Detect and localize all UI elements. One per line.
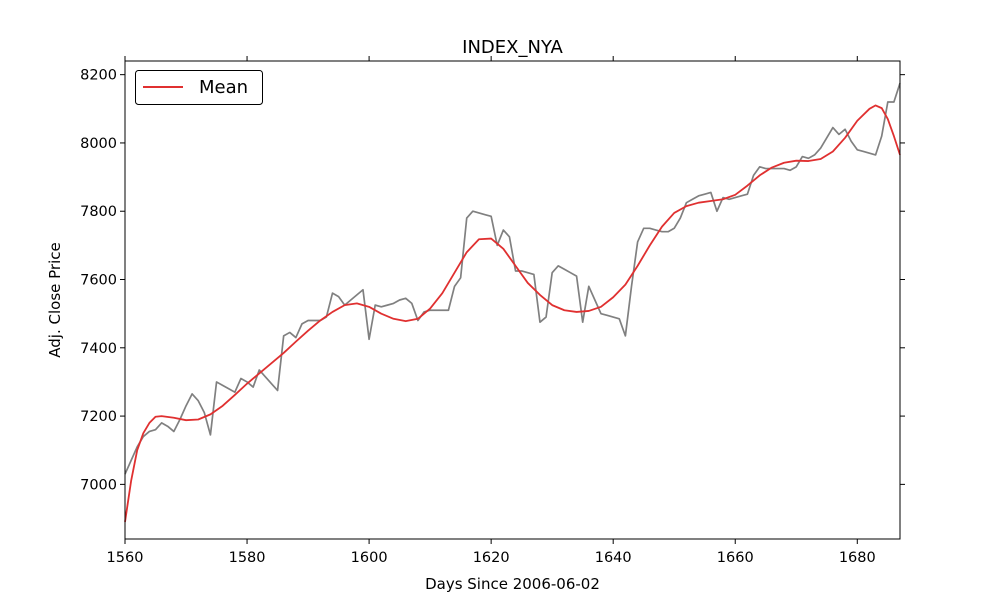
y-tick-label: 7200 [80, 409, 117, 425]
y-tick-label: 8000 [80, 136, 117, 152]
x-axis-label: Days Since 2006-06-02 [425, 575, 600, 593]
x-axis: 1560 1580 1600 1620 1640 1660 1680 [107, 56, 876, 566]
plot-area [124, 60, 901, 540]
legend-box [135, 70, 263, 105]
y-axis-label: Adj. Close Price [46, 242, 64, 357]
legend-label-mean: Mean [199, 77, 248, 98]
x-tick-label: 1600 [351, 550, 388, 566]
y-tick-label: 7600 [80, 273, 117, 289]
x-tick-label: 1620 [473, 550, 510, 566]
axes-frame [124, 60, 901, 540]
x-tick-label: 1640 [595, 550, 632, 566]
chart-title: INDEX_NYA [462, 37, 563, 58]
y-tick-label: 7000 [80, 477, 117, 493]
series-line-mean [124, 104, 901, 523]
x-tick-label: 1660 [717, 550, 754, 566]
series-line-price [124, 82, 901, 475]
y-tick-label: 7400 [80, 341, 117, 357]
x-tick-label: 1680 [839, 550, 876, 566]
y-axis: 7000 7200 7400 7600 7800 8000 8200 [80, 68, 905, 493]
x-tick-label: 1580 [229, 550, 266, 566]
x-tick-label: 1560 [107, 550, 144, 566]
legend: Mean [135, 70, 263, 105]
y-tick-label: 8200 [80, 68, 117, 84]
y-tick-label: 7800 [80, 204, 117, 220]
